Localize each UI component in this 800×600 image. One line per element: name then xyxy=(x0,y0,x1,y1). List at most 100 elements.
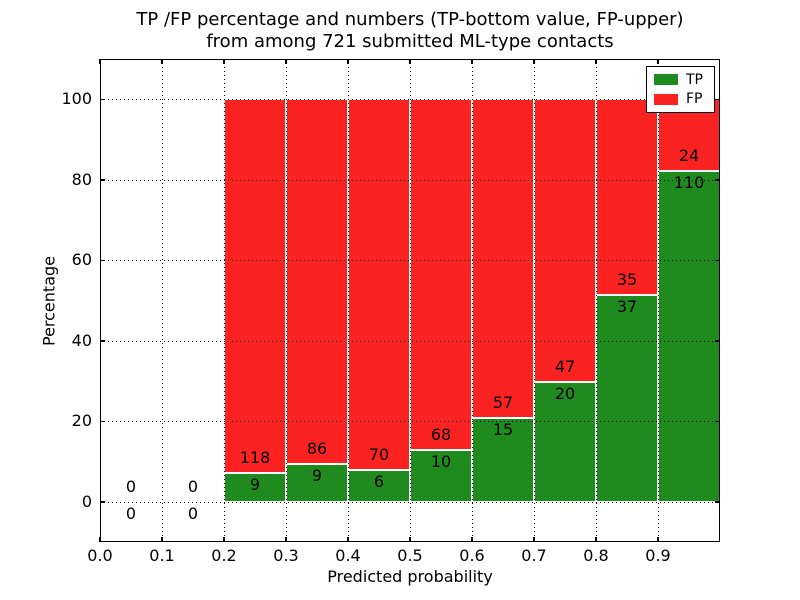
fp-color-swatch xyxy=(654,93,678,105)
tp-bar-segment xyxy=(658,171,720,502)
y-tick-right xyxy=(715,501,720,503)
legend-label-fp: FP xyxy=(686,91,703,108)
x-tick-bottom xyxy=(533,537,535,542)
tp-count-label: 20 xyxy=(554,383,576,403)
x-tick-label: 0.2 xyxy=(211,546,237,565)
fp-count-label: 0 xyxy=(125,476,137,496)
y-tick-left xyxy=(100,420,105,422)
x-tick-label: 0.9 xyxy=(645,546,671,565)
chart-title-line2: from among 721 submitted ML-type contact… xyxy=(206,31,614,52)
fp-count-label: 0 xyxy=(187,476,199,496)
tp-count-label: 9 xyxy=(311,465,323,485)
legend: TP FP xyxy=(646,66,715,113)
y-tick-label: 0 xyxy=(81,491,92,511)
x-gridline xyxy=(286,59,287,542)
y-gridline xyxy=(100,179,720,181)
chart-title-line1: TP /FP percentage and numbers (TP-bottom… xyxy=(136,9,684,30)
legend-entry-fp: FP xyxy=(654,92,707,106)
y-tick-label: 100 xyxy=(61,89,92,109)
fp-bar-segment xyxy=(534,99,596,382)
y-tick-left xyxy=(100,340,105,342)
tp-bar-segment xyxy=(348,469,410,502)
x-tick-top xyxy=(533,59,535,64)
x-tick-top xyxy=(347,59,349,64)
fp-bar-segment xyxy=(596,99,658,295)
tp-bar-segment xyxy=(410,450,472,502)
y-tick-right xyxy=(715,98,720,100)
x-tick-top xyxy=(471,59,473,64)
x-tick-top xyxy=(285,59,287,64)
fp-count-label: 68 xyxy=(430,425,452,445)
tp-count-label: 0 xyxy=(125,503,137,523)
y-tick-right xyxy=(715,179,720,181)
fp-bar-segment xyxy=(410,99,472,451)
tp-count-label: 9 xyxy=(249,475,261,495)
plot-area: 0 0 0 0 118 9 86 9 70 6 68 10 57 15 47 20 35 37 24 110 xyxy=(99,59,720,542)
x-tick-bottom xyxy=(161,537,163,542)
y-gridline xyxy=(100,99,720,101)
x-tick-label: 0.4 xyxy=(335,546,361,565)
x-tick-bottom xyxy=(99,537,101,542)
y-tick-label: 80 xyxy=(71,169,92,189)
y-tick-label: 20 xyxy=(71,411,92,431)
y-gridline xyxy=(100,260,720,262)
x-tick-label: 0.6 xyxy=(459,546,485,565)
x-tick-bottom xyxy=(347,537,349,542)
fp-count-label: 24 xyxy=(678,146,700,166)
x-tick-bottom xyxy=(657,537,659,542)
fp-bar-segment xyxy=(224,99,286,474)
fp-count-label: 118 xyxy=(239,448,271,468)
legend-label-tp: TP xyxy=(686,71,703,88)
x-gridline xyxy=(348,59,349,542)
x-tick-label: 0.0 xyxy=(87,546,113,565)
tp-bar-segment xyxy=(596,294,658,502)
x-tick-label: 0.7 xyxy=(521,546,547,565)
fp-count-label: 70 xyxy=(368,444,390,464)
fp-count-label: 57 xyxy=(492,392,514,412)
tp-bar-segment xyxy=(534,381,596,502)
fp-count-label: 86 xyxy=(306,438,328,458)
x-tick-bottom xyxy=(471,537,473,542)
y-tick-right xyxy=(715,259,720,261)
fp-bar-segment xyxy=(472,99,534,418)
y-tick-label: 40 xyxy=(71,330,92,350)
y-gridline xyxy=(100,501,720,503)
fp-bar-segment xyxy=(286,99,348,464)
tp-count-label: 110 xyxy=(673,173,705,193)
tp-count-label: 6 xyxy=(373,471,385,491)
x-tick-bottom xyxy=(285,537,287,542)
x-axis-label: Predicted probability xyxy=(327,567,493,586)
fp-count-label: 47 xyxy=(554,356,576,376)
x-tick-label: 0.1 xyxy=(149,546,175,565)
y-tick-right xyxy=(715,420,720,422)
y-tick-left xyxy=(100,501,105,503)
x-tick-top xyxy=(161,59,163,64)
y-gridline xyxy=(100,421,720,423)
x-tick-top xyxy=(657,59,659,64)
x-tick-label: 0.5 xyxy=(397,546,423,565)
y-tick-right xyxy=(715,340,720,342)
x-tick-top xyxy=(595,59,597,64)
tp-count-label: 37 xyxy=(616,296,638,316)
tp-count-label: 10 xyxy=(430,452,452,472)
x-tick-bottom xyxy=(409,537,411,542)
x-tick-top xyxy=(99,59,101,64)
y-gridline xyxy=(100,340,720,342)
y-tick-left xyxy=(100,98,105,100)
chart-title: TP /FP percentage and numbers (TP-bottom… xyxy=(100,9,720,53)
x-gridline xyxy=(224,59,225,542)
x-gridline xyxy=(658,59,659,542)
legend-entry-tp: TP xyxy=(654,73,707,87)
x-gridline xyxy=(534,59,535,542)
x-tick-bottom xyxy=(223,537,225,542)
y-tick-left xyxy=(100,259,105,261)
x-tick-top xyxy=(223,59,225,64)
x-gridline xyxy=(596,59,597,542)
x-tick-label: 0.3 xyxy=(273,546,299,565)
x-gridline xyxy=(410,59,411,542)
x-tick-bottom xyxy=(595,537,597,542)
x-gridline xyxy=(162,59,163,542)
tp-count-label: 0 xyxy=(187,503,199,523)
fp-bar-segment xyxy=(348,99,410,470)
